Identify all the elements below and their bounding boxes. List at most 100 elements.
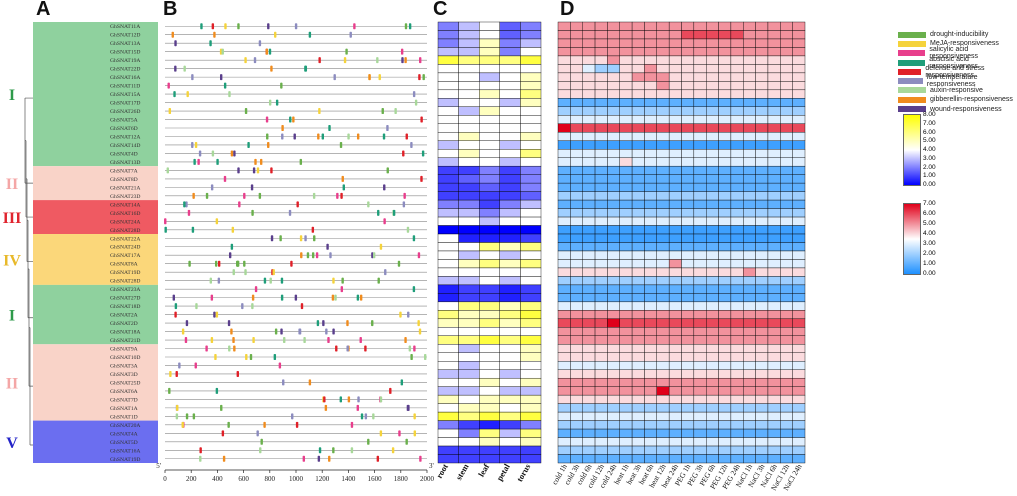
heat-cell-d	[644, 335, 658, 345]
heat-cell-d	[668, 21, 682, 31]
heat-cell-d	[607, 369, 620, 379]
heat-cell-d	[644, 106, 658, 116]
motif-mark	[191, 226, 195, 233]
heat-cell-d	[681, 242, 695, 252]
heat-cell-d	[743, 411, 756, 421]
heat-cell-d	[718, 344, 732, 353]
heat-cell-d	[656, 216, 670, 226]
heat-cell-d	[619, 72, 633, 82]
heat-cell-d	[607, 411, 620, 421]
heat-cell-d	[693, 55, 707, 65]
heat-cell-c	[520, 149, 542, 158]
heat-cell-d	[792, 30, 806, 40]
heat-cell-d	[656, 454, 670, 464]
heat-cell-d	[693, 106, 707, 116]
heat-cell-c	[520, 182, 542, 192]
heat-cell-d	[767, 64, 781, 74]
motif-mark	[223, 82, 227, 89]
heat-cell-d	[557, 21, 571, 31]
heat-cell-d	[631, 259, 645, 269]
heat-cell-d	[730, 89, 744, 99]
heat-cell-d	[644, 64, 658, 74]
heat-cell-d	[792, 301, 806, 311]
heat-cell-d	[718, 55, 732, 65]
heat-cell-d	[582, 420, 596, 430]
heat-cell-d	[607, 310, 620, 320]
heat-cell-d	[792, 199, 806, 209]
motif-mark	[205, 345, 208, 352]
heat-cell-d	[619, 149, 633, 158]
heat-cell-d	[594, 30, 608, 40]
heat-cell-d	[607, 106, 620, 116]
heat-cell-d	[767, 310, 781, 320]
motif-mark	[343, 57, 347, 64]
motif-mark	[401, 57, 404, 64]
heat-cell-c	[479, 293, 501, 303]
heat-cell-d	[607, 267, 620, 277]
heat-cell-d	[730, 428, 744, 438]
motif-mark	[173, 91, 176, 98]
heat-cell-d	[557, 174, 571, 184]
legend-item: auxin-responsive	[898, 86, 1017, 95]
heat-cell-c	[499, 140, 521, 150]
heat-cell-d	[780, 267, 793, 277]
heat-cell-d	[743, 284, 756, 294]
heat-cell-d	[644, 140, 658, 150]
heat-cell-d	[755, 259, 769, 269]
heat-cell-d	[607, 437, 620, 447]
heat-cell-d	[607, 250, 620, 260]
heat-cell-d	[693, 182, 707, 192]
heat-cell-d	[767, 259, 781, 269]
heat-cell-d	[557, 276, 571, 286]
motif-mark	[424, 353, 427, 360]
heat-cell-c	[499, 242, 521, 252]
heat-cell-c	[479, 242, 501, 252]
heat-cell-d	[557, 386, 571, 396]
heat-cell-d	[780, 445, 793, 455]
heat-cell-d	[792, 132, 806, 141]
heat-cell-d	[681, 81, 695, 91]
heat-cell-d	[570, 394, 583, 404]
heat-cell-d	[570, 225, 583, 235]
heat-cell-d	[631, 106, 645, 116]
gene-label: GhSNAT28D	[110, 228, 140, 234]
heat-cell-c	[499, 225, 521, 235]
heat-cell-d	[570, 276, 583, 286]
heat-cell-c	[479, 81, 501, 91]
heat-cell-d	[681, 267, 695, 277]
motif-mark	[306, 252, 310, 259]
heat-cell-d	[570, 310, 583, 320]
heat-cell-c	[520, 420, 542, 430]
motif-mark	[406, 226, 410, 233]
motif-mark	[347, 396, 351, 403]
heat-cell-d	[582, 233, 596, 243]
heat-cell-d	[767, 242, 781, 252]
heat-cell-d	[656, 259, 670, 269]
gene-label: GhSNAT18D	[110, 304, 140, 310]
heat-cell-c	[499, 428, 521, 438]
legend-item: drought-inducibility	[898, 30, 1017, 39]
heat-cell-d	[607, 293, 620, 303]
heat-cell-d	[730, 21, 744, 31]
group-label-4: I	[9, 308, 15, 325]
heat-cell-d	[706, 445, 719, 455]
heat-cell-d	[730, 115, 744, 124]
heat-cell-d	[755, 293, 769, 303]
heat-cell-c	[458, 98, 480, 108]
heat-cell-d	[792, 149, 806, 158]
heat-cell-d	[767, 284, 781, 294]
heat-cell-c	[458, 250, 480, 260]
heat-cell-d	[693, 191, 707, 201]
heat-cell-d	[730, 377, 744, 387]
heat-cell-d	[631, 327, 645, 336]
heat-cell-d	[706, 344, 719, 353]
heat-cell-c	[520, 301, 542, 311]
heat-cell-d	[755, 361, 769, 370]
motif-mark	[194, 362, 197, 369]
heat-cell-c	[520, 428, 542, 438]
heat-cell-d	[582, 361, 596, 370]
scale-tick: 5.00	[923, 137, 936, 145]
motif-mark	[339, 141, 343, 148]
heat-cell-d	[730, 301, 744, 311]
heat-cell-d	[607, 454, 620, 464]
